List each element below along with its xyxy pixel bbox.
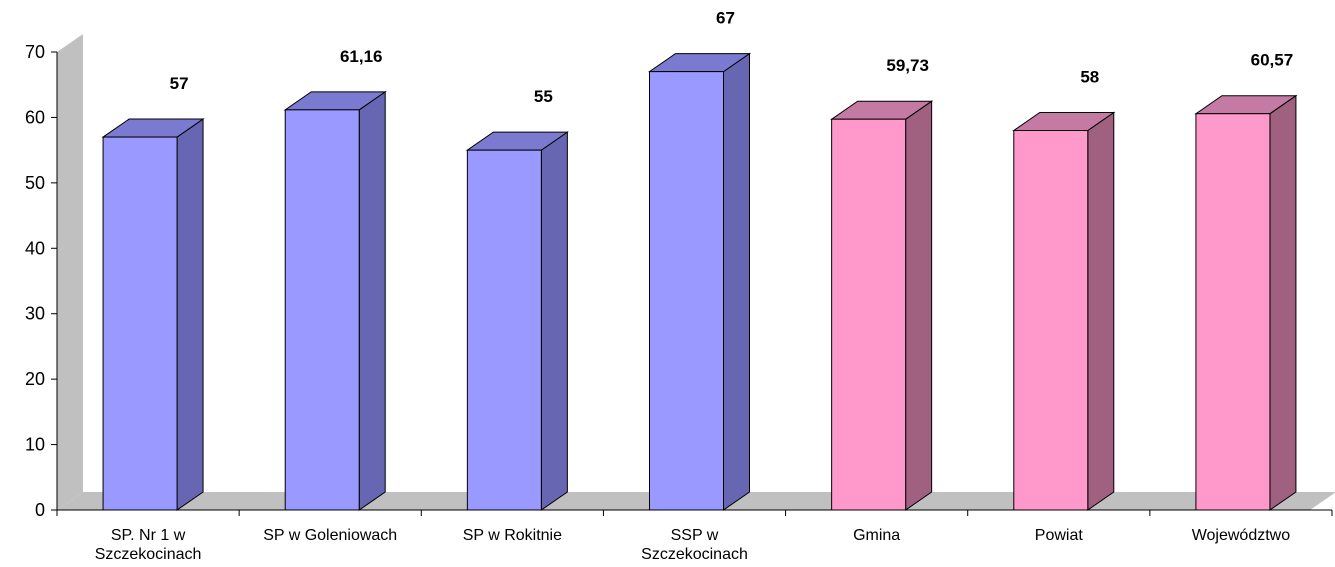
y-tick-label: 0 <box>35 500 45 520</box>
x-category-label-line: Powiat <box>1035 527 1084 544</box>
bar-side <box>905 100 933 511</box>
x-category-label: SP. Nr 1 w Szczekocinach <box>95 527 202 563</box>
x-category-label: SSP w Szczekocinach <box>641 527 748 563</box>
x-category-label-line: Gmina <box>853 527 900 544</box>
bar <box>102 136 178 511</box>
data-label: 57 <box>170 74 189 93</box>
bar <box>831 118 907 511</box>
y-tick-label: 20 <box>25 369 45 389</box>
data-label: 67 <box>716 9 735 28</box>
x-category-label-line: SSP w <box>671 527 719 544</box>
y-tick-label: 50 <box>25 173 45 193</box>
side-wall <box>57 34 83 510</box>
x-category-label: Powiat <box>1035 527 1084 544</box>
y-tick-label: 40 <box>25 238 45 258</box>
data-label: 58 <box>1080 68 1099 87</box>
data-label: 61,16 <box>340 47 383 66</box>
y-tick-label: 10 <box>25 435 45 455</box>
data-label: 59,73 <box>886 56 929 75</box>
x-category-label: SP w Rokitnie <box>463 527 562 544</box>
bar <box>1013 130 1089 511</box>
y-tick-label: 60 <box>25 107 45 127</box>
x-category-label-line: Województwo <box>1192 527 1291 544</box>
bar <box>284 109 360 511</box>
x-category-label: SP w Goleniowach <box>263 527 397 544</box>
bar-side <box>540 131 568 511</box>
bar-side <box>1087 111 1115 511</box>
data-label: 55 <box>534 87 553 106</box>
x-category-label-line: Szczekocinach <box>95 546 202 563</box>
bar <box>466 149 542 511</box>
x-category-label: Województwo <box>1192 527 1291 544</box>
bar-side <box>176 118 204 511</box>
x-category-label-line: SP w Rokitnie <box>463 527 562 544</box>
bar-side <box>723 52 750 511</box>
data-label: 60,57 <box>1251 51 1294 70</box>
bar <box>1195 113 1271 511</box>
bar <box>649 71 724 511</box>
bar-side <box>1269 94 1297 511</box>
y-tick-label: 70 <box>25 42 45 62</box>
x-category-label-line: SP. Nr 1 w <box>111 527 186 544</box>
x-category-label: Gmina <box>853 527 900 544</box>
bar-side <box>358 90 386 511</box>
y-tick-label: 30 <box>25 304 45 324</box>
x-category-label-line: Szczekocinach <box>641 546 748 563</box>
x-category-label-line: SP w Goleniowach <box>263 527 397 544</box>
